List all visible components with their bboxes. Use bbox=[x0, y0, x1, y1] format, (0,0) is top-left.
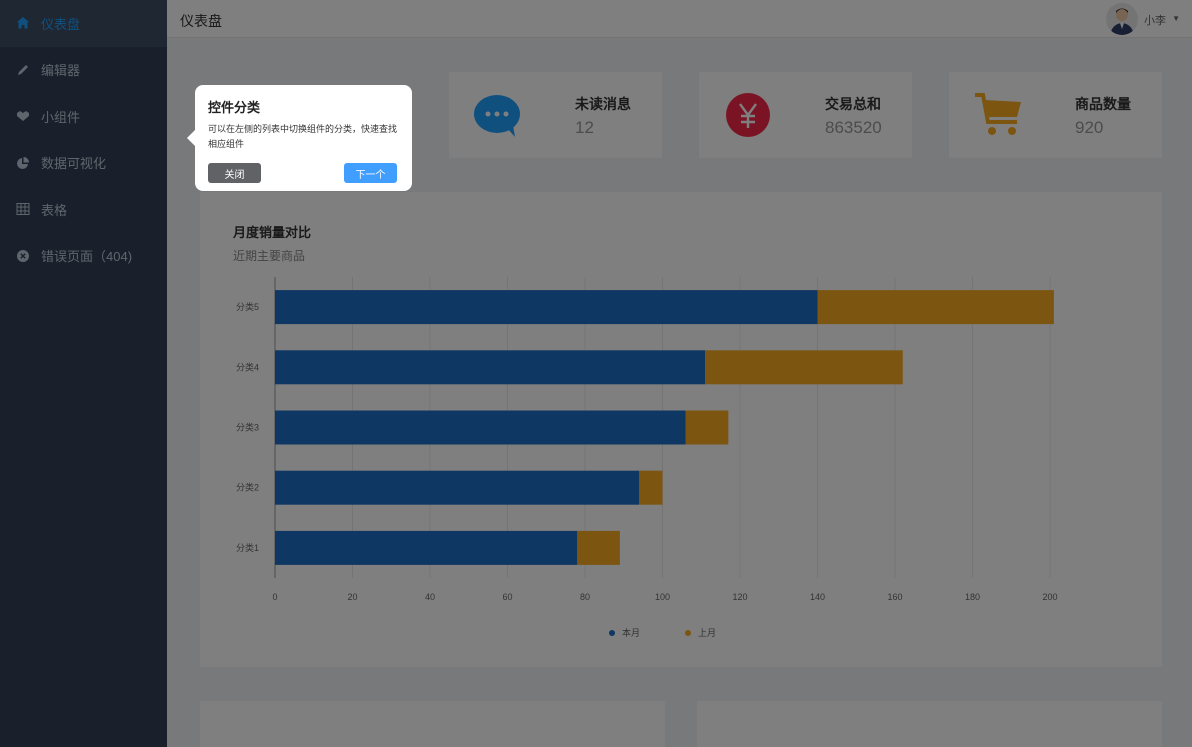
next-button[interactable]: 下一个 bbox=[344, 163, 397, 183]
guide-popover: 控件分类 可以在左侧的列表中切换组件的分类，快速查找相应组件 关闭 下一个 bbox=[187, 85, 412, 191]
close-button[interactable]: 关闭 bbox=[208, 163, 261, 183]
popover-description: 可以在左侧的列表中切换组件的分类，快速查找相应组件 bbox=[208, 124, 398, 149]
popover-title: 控件分类 bbox=[208, 100, 261, 115]
